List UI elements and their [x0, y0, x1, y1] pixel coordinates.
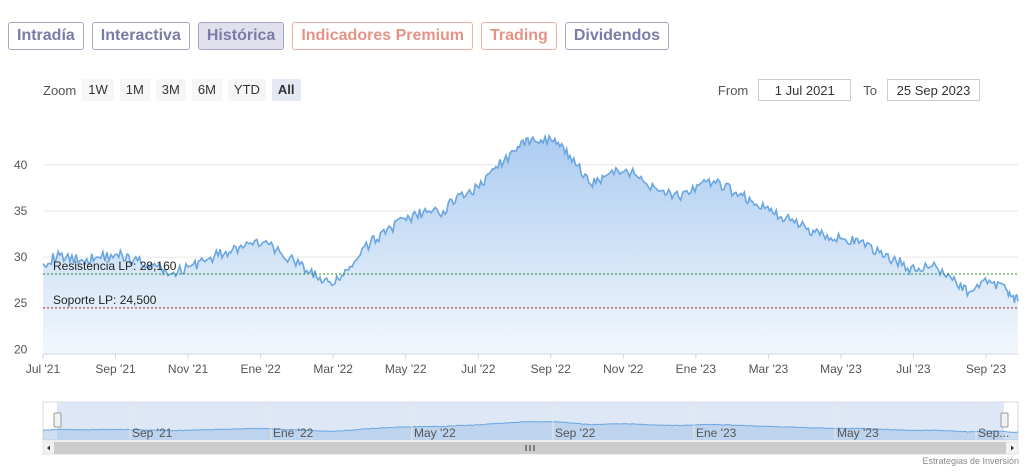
scroll-left-arrow-icon[interactable] — [47, 445, 50, 451]
y-tick-label: 20 — [14, 342, 28, 356]
to-label: To — [863, 82, 877, 98]
scroll-right-arrow-icon[interactable] — [1011, 445, 1014, 451]
x-tick-label: Ene '23 — [676, 362, 717, 376]
zoom-button-1w[interactable]: 1W — [82, 79, 114, 101]
price-area — [43, 136, 1018, 354]
from-label: From — [717, 82, 749, 98]
navigator-tick-label: Ene '22 — [273, 426, 314, 440]
tab-interactiva[interactable]: Interactiva — [91, 22, 190, 50]
navigator-right-handle[interactable] — [1000, 412, 1009, 428]
zoom-button-1m[interactable]: 1M — [119, 79, 150, 101]
navigator-tick-label: Sep '21 — [132, 426, 173, 440]
x-tick-label: Sep '22 — [531, 362, 572, 376]
credit-link[interactable]: Estrategias de Inversión — [922, 456, 1019, 466]
support-label: Soporte LP: 24,500 — [53, 293, 157, 307]
x-tick-label: Sep '23 — [966, 362, 1007, 376]
zoom-label: Zoom — [43, 82, 77, 98]
scrollbar-grip-icon — [525, 445, 535, 451]
x-tick-label: Ene '22 — [240, 362, 281, 376]
y-tick-label: 30 — [14, 250, 28, 264]
to-date-input[interactable] — [887, 79, 980, 101]
tab-dividendos[interactable]: Dividendos — [564, 22, 670, 50]
date-range: From To — [718, 79, 980, 101]
tab-indicadores-premium[interactable]: Indicadores Premium — [292, 22, 474, 50]
zoom-button-all[interactable]: All — [271, 79, 301, 101]
y-tick-label: 35 — [14, 204, 28, 218]
x-tick-label: May '22 — [385, 362, 427, 376]
navigator-left-handle[interactable] — [53, 412, 62, 428]
navigator-area — [43, 421, 1018, 440]
y-tick-label: 40 — [14, 158, 28, 172]
y-tick-label: 25 — [14, 296, 28, 310]
tab-trading[interactable]: Trading — [481, 22, 557, 50]
tab-hist-rica[interactable]: Histórica — [197, 22, 285, 50]
x-tick-label: Jul '21 — [26, 362, 61, 376]
navigator-tick-label: Sep '22 — [555, 426, 596, 440]
navigator-line — [42, 420, 1019, 434]
navigator-tick-label: May '22 — [414, 426, 456, 440]
navigator-tick-label: Ene '23 — [696, 426, 737, 440]
navigator-tick-label: May '23 — [837, 426, 879, 440]
x-tick-label: Mar '23 — [749, 362, 789, 376]
x-tick-label: Nov '21 — [168, 362, 209, 376]
navigator-tick-label: Sep... — [978, 426, 1009, 440]
x-tick-label: Jul '22 — [461, 362, 496, 376]
resistance-label: Resistencia LP: 28,160 — [53, 259, 177, 273]
x-tick-label: Sep '21 — [95, 362, 136, 376]
x-tick-label: Nov '22 — [603, 362, 644, 376]
x-tick-label: May '23 — [820, 362, 862, 376]
zoom-button-6m[interactable]: 6M — [191, 79, 222, 101]
tab-intrad-a[interactable]: Intradía — [8, 22, 84, 50]
tab-bar: Intradía Interactiva Histórica Indicadores … — [8, 22, 670, 50]
zoom-button-3m[interactable]: 3M — [155, 79, 186, 101]
from-date-input[interactable] — [758, 79, 852, 101]
price-line — [42, 133, 1019, 303]
x-tick-label: Mar '22 — [313, 362, 353, 376]
zoom-button-ytd[interactable]: YTD — [227, 79, 266, 101]
x-tick-label: Jul '23 — [896, 362, 931, 376]
zoom-controls: Zoom 1W 1M 3M 6M YTD All — [43, 79, 307, 101]
